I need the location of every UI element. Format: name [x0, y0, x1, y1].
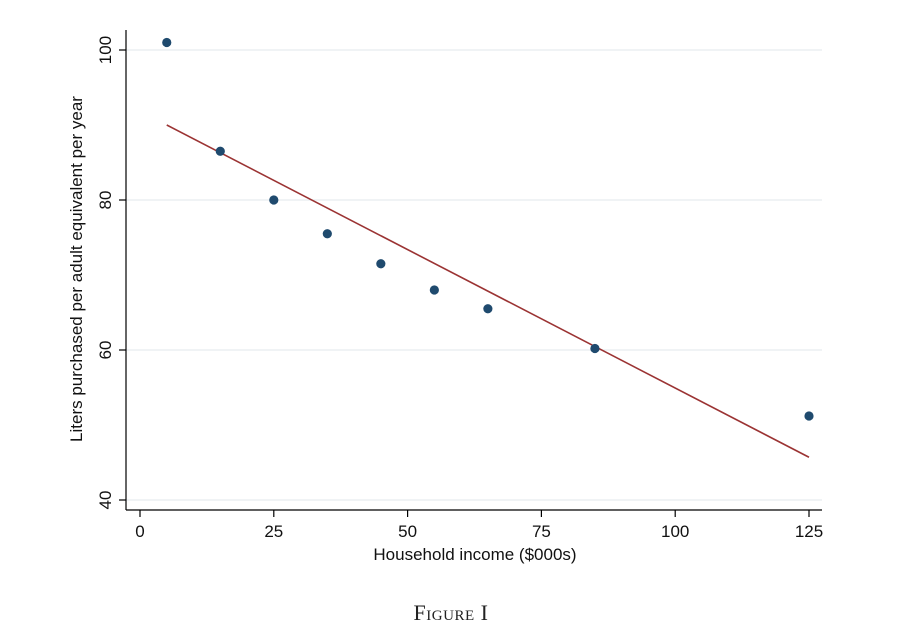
- x-tick-label: 0: [135, 522, 144, 541]
- fit-line: [166, 124, 810, 458]
- x-tick-label: 50: [398, 522, 417, 541]
- gridlines: [126, 49, 822, 501]
- y-tick-label: 40: [96, 491, 115, 510]
- data-point: [429, 285, 439, 295]
- x-tick-label: 25: [264, 522, 283, 541]
- axes: 40 60 80 100 0 25 50 75 100 125: [96, 30, 823, 541]
- data-point: [215, 146, 225, 156]
- y-tick-label: 80: [96, 191, 115, 210]
- x-tick-label: 75: [532, 522, 551, 541]
- y-tick-label: 100: [96, 36, 115, 64]
- y-tick-label: 60: [96, 341, 115, 360]
- data-point: [376, 259, 386, 269]
- fit-line-layer: [166, 124, 810, 458]
- figure-caption: Figure I: [413, 600, 489, 625]
- data-point: [162, 37, 172, 48]
- data-point: [590, 343, 600, 354]
- data-point: [804, 411, 814, 421]
- x-tick-label: 125: [795, 522, 823, 541]
- x-axis-label: Household income ($000s): [373, 545, 576, 564]
- y-axis-label: Liters purchased per adult equivalent pe…: [67, 96, 86, 442]
- x-tick-label: 100: [661, 522, 689, 541]
- data-point: [322, 229, 332, 239]
- data-point: [483, 304, 493, 314]
- data-point: [269, 195, 279, 205]
- data-points: [162, 37, 814, 421]
